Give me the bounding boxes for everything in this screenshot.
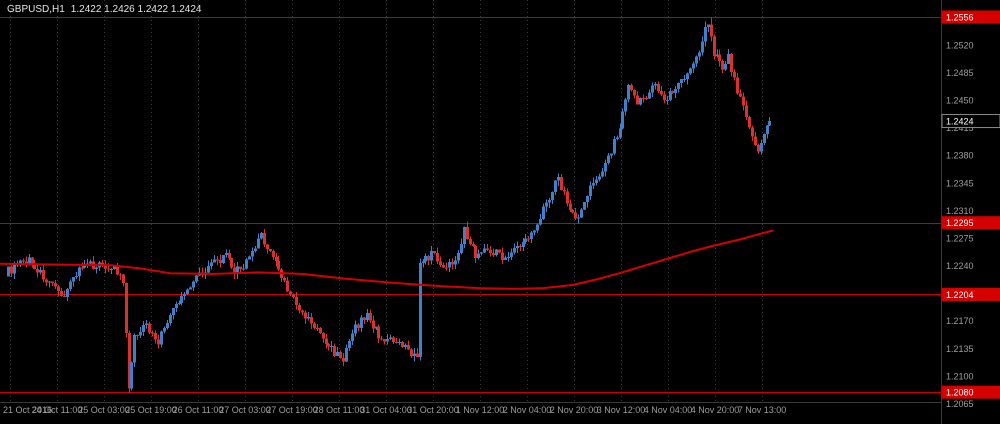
svg-text:1.2170: 1.2170 [946, 316, 974, 326]
svg-text:1.2424: 1.2424 [946, 117, 974, 127]
svg-text:1.2450: 1.2450 [946, 96, 974, 106]
candles-layer[interactable] [7, 17, 771, 393]
svg-text:1.2380: 1.2380 [946, 151, 974, 161]
svg-text:25 Oct 03:00: 25 Oct 03:00 [78, 405, 130, 415]
svg-text:1.2080: 1.2080 [946, 388, 974, 398]
horizontal-level-lines[interactable] [0, 17, 941, 393]
svg-text:27 Oct 19:00: 27 Oct 19:00 [266, 405, 318, 415]
symbol-period-label: GBPUSD,H1 [7, 4, 65, 15]
svg-text:2 Nov 20:00: 2 Nov 20:00 [550, 405, 599, 415]
svg-text:1.2065: 1.2065 [946, 399, 974, 409]
svg-text:1.2204: 1.2204 [946, 290, 974, 300]
moving-average-line[interactable] [0, 229, 774, 290]
svg-text:1.2295: 1.2295 [946, 218, 974, 228]
svg-text:1.2415: 1.2415 [946, 123, 974, 133]
current-price-label: 1.2424 [941, 114, 1000, 129]
svg-text:25 Oct 19:00: 25 Oct 19:00 [125, 405, 177, 415]
svg-text:1.2240: 1.2240 [946, 261, 974, 271]
svg-text:1.2100: 1.2100 [946, 371, 974, 381]
svg-text:31 Oct 04:00: 31 Oct 04:00 [360, 405, 412, 415]
svg-text:31 Oct 20:00: 31 Oct 20:00 [407, 405, 459, 415]
svg-text:1.2556: 1.2556 [946, 13, 974, 23]
svg-text:24 Oct 11:00: 24 Oct 11:00 [32, 405, 83, 415]
svg-text:4 Nov 04:00: 4 Nov 04:00 [644, 405, 693, 415]
svg-text:21 Oct 2016: 21 Oct 2016 [3, 405, 52, 415]
svg-text:4 Nov 20:00: 4 Nov 20:00 [691, 405, 740, 415]
svg-text:27 Oct 03:00: 27 Oct 03:00 [219, 405, 271, 415]
gridlines [10, 0, 763, 402]
chart-title: GBPUSD,H1 1.2422 1.2426 1.2422 1.2424 [7, 4, 201, 15]
svg-text:3 Nov 12:00: 3 Nov 12:00 [597, 405, 646, 415]
svg-text:28 Oct 11:00: 28 Oct 11:00 [314, 405, 365, 415]
svg-text:7 Nov 13:00: 7 Nov 13:00 [738, 405, 787, 415]
svg-text:1.2135: 1.2135 [946, 344, 974, 354]
price-axis[interactable]: 1.2520 1.2485 1.2450 1.2415 1.2380 1.2345 1.23… [946, 40, 974, 409]
svg-text:26 Oct 11:00: 26 Oct 11:00 [173, 405, 224, 415]
svg-text:1.2275: 1.2275 [946, 233, 974, 243]
svg-text:1 Nov 12:00: 1 Nov 12:00 [456, 405, 505, 415]
svg-text:1.2485: 1.2485 [946, 68, 974, 78]
svg-text:2 Nov 04:00: 2 Nov 04:00 [503, 405, 552, 415]
ohlc-quote-label: 1.2422 1.2426 1.2422 1.2424 [70, 4, 202, 15]
svg-text:1.2520: 1.2520 [946, 40, 974, 50]
level-price-labels: 1.2556 1.2295 1.2204 1.2080 [942, 10, 1000, 399]
svg-text:1.2310: 1.2310 [946, 206, 974, 216]
svg-text:1.2345: 1.2345 [946, 178, 974, 188]
